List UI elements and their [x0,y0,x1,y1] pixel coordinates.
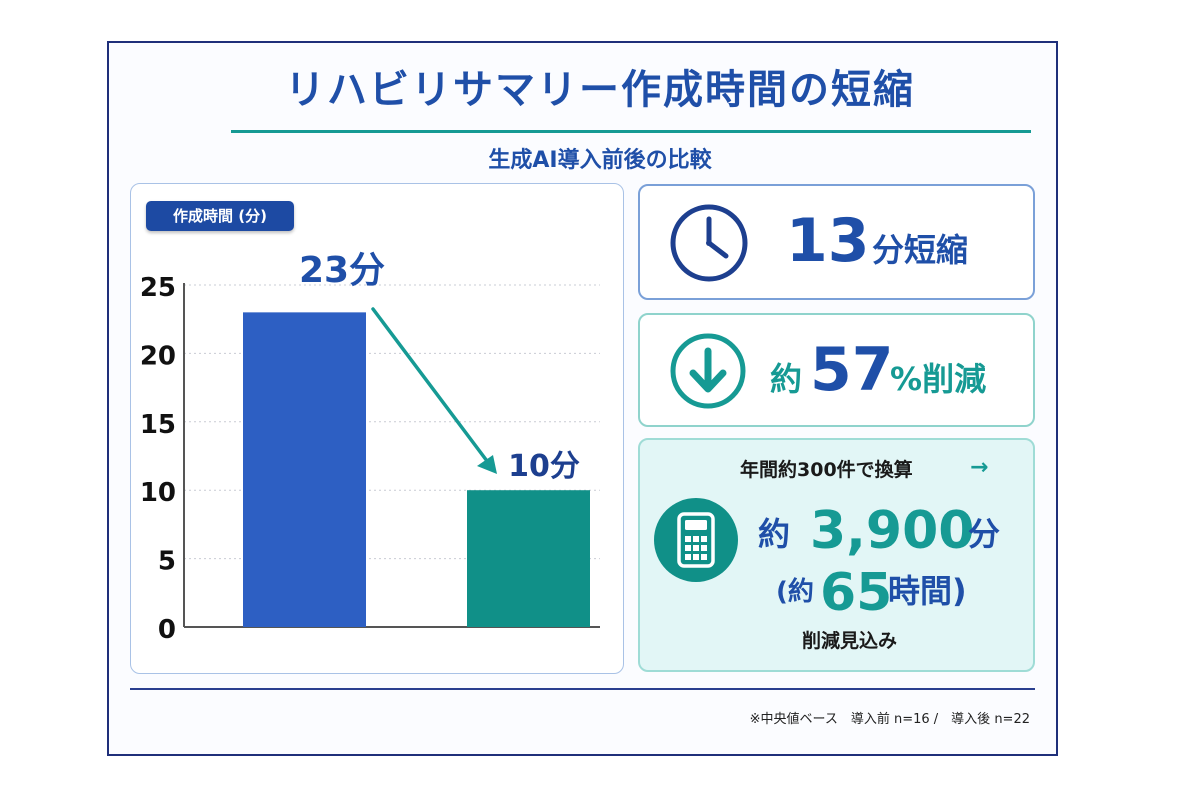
annual-minutes-value: 3,900 [810,501,975,561]
title-underline [231,130,1031,133]
annual-hours-unit: 時間) [888,572,967,610]
clock-icon [668,202,750,288]
annual-hours-value: 65 [820,563,893,623]
time-reduction-unit: 分短縮 [872,231,969,269]
annual-estimate-card: 年間約300件で換算 → 約 3,900 分 (約 65 時間) 削減見込み [638,438,1035,672]
bar-data-label: 10分 [508,449,580,484]
footer-rule [130,688,1035,690]
footnote: ※中央値ベース 導入前 n=16 / 導入後 n=22 [749,712,1030,727]
rate-reduction-prefix: 約 [770,360,803,398]
time-reduction-card: 13 分短縮 [638,184,1035,300]
down-arrow-icon [668,331,748,415]
y-tick-label: 20 [140,341,176,371]
annual-header: 年間約300件で換算 [740,459,913,481]
y-tick-label: 15 [140,410,176,440]
trend-arrow-head [477,455,497,474]
annual-minutes-unit: 分 [968,515,1001,553]
annual-footer: 削減見込み [802,630,898,652]
bar-data-label: 23分 [299,250,385,291]
rate-reduction-unit: %削減 [890,360,987,398]
rate-reduction-card: 約 57 %削減 [638,313,1035,427]
calculator-icon [654,498,738,586]
y-tick-label: 0 [158,615,176,645]
page-title: リハビリサマリー作成時間の短縮 [285,67,915,113]
unit-badge: 作成時間 (分) [146,201,294,231]
arrow-right-icon: → [970,455,989,480]
page-subtitle: 生成AI導入前後の比較 [488,148,712,173]
bar-before [243,312,366,627]
trend-arrow-line [371,307,489,463]
rate-reduction-value: 57 [810,335,894,405]
annual-hours-open: (約 [776,577,814,607]
time-reduction-value: 13 [786,206,870,276]
bar-after [467,490,590,627]
y-tick-label: 25 [140,273,176,303]
annual-minutes-prefix: 約 [758,515,791,553]
y-tick-label: 5 [158,547,176,577]
y-tick-label: 10 [140,478,176,508]
